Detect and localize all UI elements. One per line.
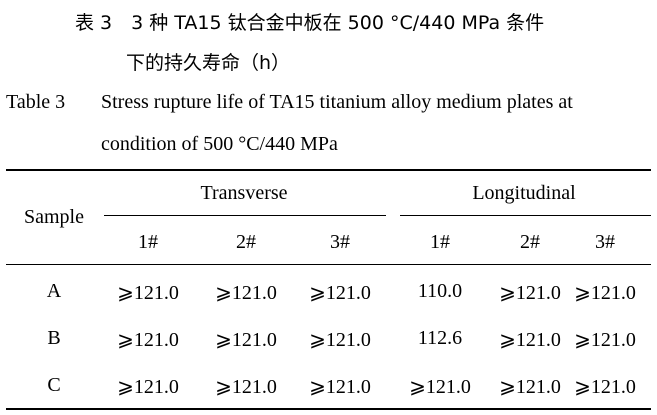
table-cell: ⩾121.0 xyxy=(117,282,179,304)
row-sample: A xyxy=(46,280,62,302)
longitudinal-rule xyxy=(400,215,651,216)
caption-en-label: Table 3 xyxy=(6,91,66,113)
subheader-cell: 3# xyxy=(595,231,615,253)
table-cell: 112.6 xyxy=(417,327,463,349)
table-cell: ⩾121.0 xyxy=(215,282,277,304)
table-cell: ⩾121.0 xyxy=(499,282,561,304)
header-transverse: Transverse xyxy=(200,182,288,204)
subheader-cell: 2# xyxy=(236,231,256,253)
caption-en-line1: Stress rupture life of TA15 titanium all… xyxy=(101,91,573,113)
subheader-cell: 1# xyxy=(430,231,450,253)
table-cell: ⩾121.0 xyxy=(409,376,471,398)
table-cell: ⩾121.0 xyxy=(309,282,371,304)
header-longitudinal: Longitudinal xyxy=(472,182,576,204)
caption-en-line2: condition of 500 °C/440 MPa xyxy=(101,133,338,155)
transverse-rule xyxy=(104,215,386,216)
table-cell: ⩾121.0 xyxy=(499,376,561,398)
table-cell: ⩾121.0 xyxy=(574,329,636,351)
header-bottom-rule xyxy=(6,264,651,265)
table-cell: ⩾121.0 xyxy=(499,329,561,351)
table-cell: ⩾121.0 xyxy=(215,376,277,398)
table-cell: ⩾121.0 xyxy=(574,376,636,398)
subheader-cell: 1# xyxy=(138,231,158,253)
table-cell: ⩾121.0 xyxy=(574,282,636,304)
subheader-cell: 3# xyxy=(330,231,350,253)
header-sample: Sample xyxy=(24,206,84,228)
subheader-cell: 2# xyxy=(520,231,540,253)
table-top-rule xyxy=(6,169,651,171)
table-cell: ⩾121.0 xyxy=(215,329,277,351)
row-sample: B xyxy=(47,327,61,349)
row-sample: C xyxy=(47,374,61,396)
table-bottom-rule xyxy=(6,408,651,410)
table-cell: ⩾121.0 xyxy=(117,329,179,351)
caption-zh-line2: 下的持久寿命（h） xyxy=(126,52,291,74)
table-cell: ⩾121.0 xyxy=(309,329,371,351)
caption-zh-line1: 表 3 3 种 TA15 钛合金中板在 500 °C/440 MPa 条件 xyxy=(75,12,545,34)
table-cell: ⩾121.0 xyxy=(117,376,179,398)
table-cell: 110.0 xyxy=(417,280,463,302)
table-cell: ⩾121.0 xyxy=(309,376,371,398)
